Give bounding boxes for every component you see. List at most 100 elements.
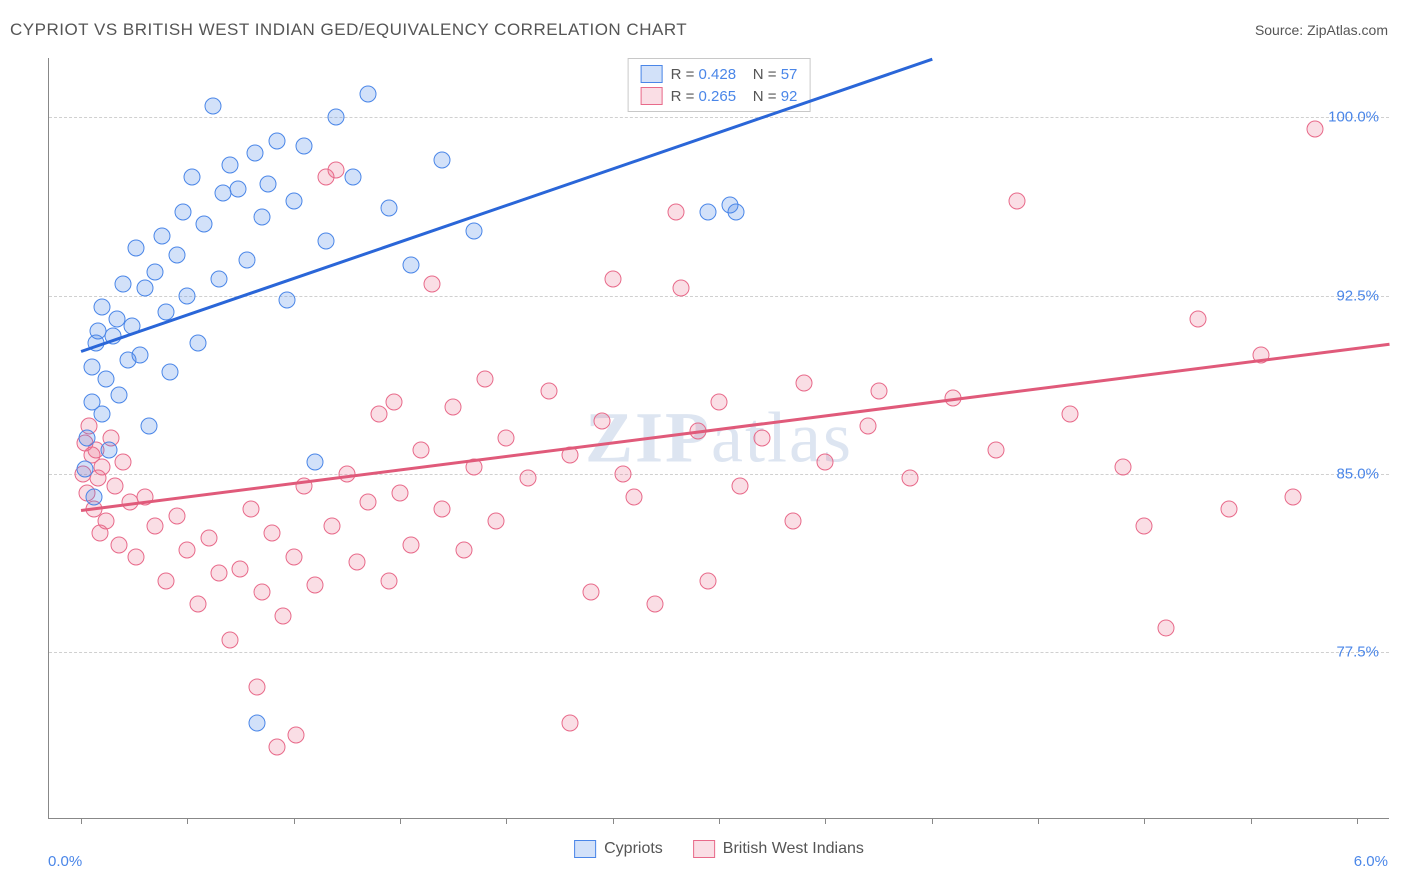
bottom-legend: Cypriots British West Indians bbox=[574, 840, 864, 858]
scatter-point-bwi bbox=[668, 204, 685, 221]
scatter-point-bwi bbox=[402, 536, 419, 553]
x-tick bbox=[1038, 818, 1039, 824]
scatter-point-cypriots bbox=[253, 209, 270, 226]
scatter-point-bwi bbox=[817, 453, 834, 470]
y-tick-label: 85.0% bbox=[1336, 465, 1379, 482]
gridline bbox=[49, 117, 1389, 118]
scatter-point-cypriots bbox=[153, 228, 170, 245]
scatter-point-bwi bbox=[1136, 517, 1153, 534]
legend-label-cypriots: Cypriots bbox=[604, 840, 663, 858]
scatter-point-bwi bbox=[385, 394, 402, 411]
scatter-point-cypriots bbox=[136, 280, 153, 297]
scatter-point-bwi bbox=[349, 553, 366, 570]
scatter-point-bwi bbox=[672, 280, 689, 297]
scatter-point-bwi bbox=[179, 541, 196, 558]
scatter-point-bwi bbox=[455, 541, 472, 558]
scatter-point-bwi bbox=[902, 470, 919, 487]
scatter-point-cypriots bbox=[79, 430, 96, 447]
chart-title: CYPRIOT VS BRITISH WEST INDIAN GED/EQUIV… bbox=[10, 20, 687, 40]
scatter-point-bwi bbox=[232, 560, 249, 577]
scatter-point-bwi bbox=[128, 548, 145, 565]
scatter-point-cypriots bbox=[317, 232, 334, 249]
scatter-point-bwi bbox=[370, 406, 387, 423]
scatter-point-bwi bbox=[583, 584, 600, 601]
scatter-point-bwi bbox=[1115, 458, 1132, 475]
scatter-point-bwi bbox=[487, 513, 504, 530]
swatch-bwi bbox=[641, 87, 663, 105]
scatter-point-cypriots bbox=[345, 168, 362, 185]
scatter-point-cypriots bbox=[183, 168, 200, 185]
scatter-point-cypriots bbox=[296, 137, 313, 154]
scatter-point-bwi bbox=[274, 608, 291, 625]
scatter-point-bwi bbox=[381, 572, 398, 589]
scatter-point-bwi bbox=[360, 494, 377, 511]
scatter-point-cypriots bbox=[140, 418, 157, 435]
scatter-point-cypriots bbox=[94, 406, 111, 423]
scatter-point-bwi bbox=[477, 370, 494, 387]
scatter-point-cypriots bbox=[77, 460, 94, 477]
scatter-point-cypriots bbox=[238, 251, 255, 268]
plot-area: ZIPatlas R = 0.428 N = 57 R = 0.265 N = … bbox=[48, 58, 1389, 819]
scatter-point-bwi bbox=[147, 517, 164, 534]
x-tick bbox=[187, 818, 188, 824]
x-tick bbox=[613, 818, 614, 824]
scatter-point-bwi bbox=[1008, 192, 1025, 209]
scatter-point-bwi bbox=[859, 418, 876, 435]
scatter-point-cypriots bbox=[83, 358, 100, 375]
scatter-point-bwi bbox=[732, 477, 749, 494]
scatter-point-cypriots bbox=[466, 223, 483, 240]
scatter-point-bwi bbox=[243, 501, 260, 518]
source-value: ZipAtlas.com bbox=[1307, 22, 1388, 38]
scatter-point-bwi bbox=[157, 572, 174, 589]
x-tick bbox=[1144, 818, 1145, 824]
gridline bbox=[49, 652, 1389, 653]
scatter-point-cypriots bbox=[402, 256, 419, 273]
scatter-point-bwi bbox=[168, 508, 185, 525]
scatter-point-cypriots bbox=[434, 152, 451, 169]
scatter-point-bwi bbox=[264, 525, 281, 542]
scatter-point-bwi bbox=[106, 477, 123, 494]
scatter-point-cypriots bbox=[196, 216, 213, 233]
scatter-point-bwi bbox=[328, 161, 345, 178]
scatter-point-bwi bbox=[594, 413, 611, 430]
scatter-point-bwi bbox=[870, 382, 887, 399]
scatter-point-bwi bbox=[753, 430, 770, 447]
scatter-point-cypriots bbox=[230, 180, 247, 197]
swatch-cypriots bbox=[641, 65, 663, 83]
scatter-point-cypriots bbox=[132, 346, 149, 363]
x-tick bbox=[400, 818, 401, 824]
y-tick-label: 77.5% bbox=[1336, 643, 1379, 660]
scatter-point-bwi bbox=[785, 513, 802, 530]
scatter-point-bwi bbox=[98, 513, 115, 530]
scatter-point-cypriots bbox=[306, 453, 323, 470]
stats-row-cypriots: R = 0.428 N = 57 bbox=[629, 63, 810, 85]
scatter-point-cypriots bbox=[285, 192, 302, 209]
scatter-point-bwi bbox=[540, 382, 557, 399]
scatter-point-cypriots bbox=[247, 145, 264, 162]
scatter-point-bwi bbox=[434, 501, 451, 518]
scatter-point-cypriots bbox=[100, 441, 117, 458]
scatter-point-cypriots bbox=[211, 270, 228, 287]
scatter-point-cypriots bbox=[249, 715, 266, 732]
scatter-point-cypriots bbox=[260, 175, 277, 192]
scatter-point-cypriots bbox=[328, 109, 345, 126]
scatter-point-bwi bbox=[615, 465, 632, 482]
source-label: Source: bbox=[1255, 22, 1303, 38]
scatter-point-bwi bbox=[111, 536, 128, 553]
scatter-point-cypriots bbox=[162, 363, 179, 380]
scatter-point-cypriots bbox=[221, 156, 238, 173]
scatter-point-bwi bbox=[604, 270, 621, 287]
stats-text-cypriots: R = 0.428 N = 57 bbox=[671, 66, 798, 83]
legend-swatch-bwi bbox=[693, 840, 715, 858]
scatter-point-bwi bbox=[498, 430, 515, 447]
stats-row-bwi: R = 0.265 N = 92 bbox=[629, 85, 810, 107]
scatter-point-bwi bbox=[796, 375, 813, 392]
x-tick bbox=[719, 818, 720, 824]
scatter-point-bwi bbox=[94, 458, 111, 475]
scatter-point-bwi bbox=[221, 631, 238, 648]
scatter-point-bwi bbox=[249, 679, 266, 696]
scatter-point-bwi bbox=[189, 596, 206, 613]
scatter-point-bwi bbox=[1189, 311, 1206, 328]
scatter-point-bwi bbox=[1306, 121, 1323, 138]
scatter-point-cypriots bbox=[700, 204, 717, 221]
